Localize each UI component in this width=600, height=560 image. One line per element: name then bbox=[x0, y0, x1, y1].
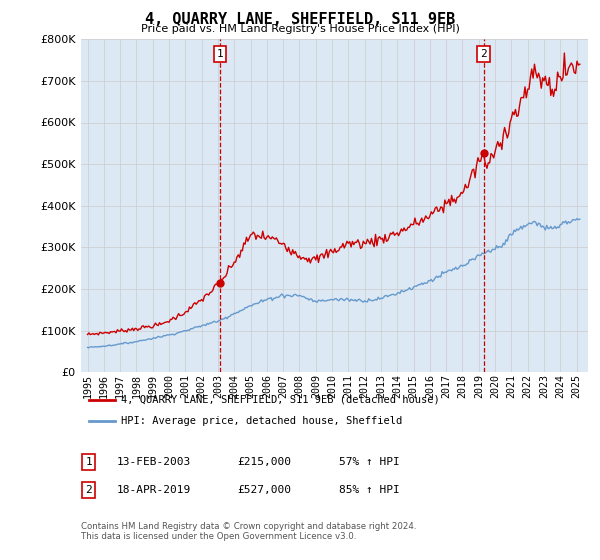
Text: 57% ↑ HPI: 57% ↑ HPI bbox=[339, 457, 400, 467]
Text: 1: 1 bbox=[217, 49, 223, 59]
Text: Price paid vs. HM Land Registry's House Price Index (HPI): Price paid vs. HM Land Registry's House … bbox=[140, 24, 460, 34]
Text: 13-FEB-2003: 13-FEB-2003 bbox=[117, 457, 191, 467]
Text: 2: 2 bbox=[85, 485, 92, 495]
Text: HPI: Average price, detached house, Sheffield: HPI: Average price, detached house, Shef… bbox=[121, 416, 402, 426]
Text: £527,000: £527,000 bbox=[237, 485, 291, 495]
Text: 4, QUARRY LANE, SHEFFIELD, S11 9EB (detached house): 4, QUARRY LANE, SHEFFIELD, S11 9EB (deta… bbox=[121, 395, 439, 405]
Text: 18-APR-2019: 18-APR-2019 bbox=[117, 485, 191, 495]
Text: 4, QUARRY LANE, SHEFFIELD, S11 9EB: 4, QUARRY LANE, SHEFFIELD, S11 9EB bbox=[145, 12, 455, 27]
Text: Contains HM Land Registry data © Crown copyright and database right 2024.
This d: Contains HM Land Registry data © Crown c… bbox=[81, 522, 416, 542]
Text: 85% ↑ HPI: 85% ↑ HPI bbox=[339, 485, 400, 495]
Text: 2: 2 bbox=[480, 49, 487, 59]
Text: £215,000: £215,000 bbox=[237, 457, 291, 467]
Text: 1: 1 bbox=[85, 457, 92, 467]
